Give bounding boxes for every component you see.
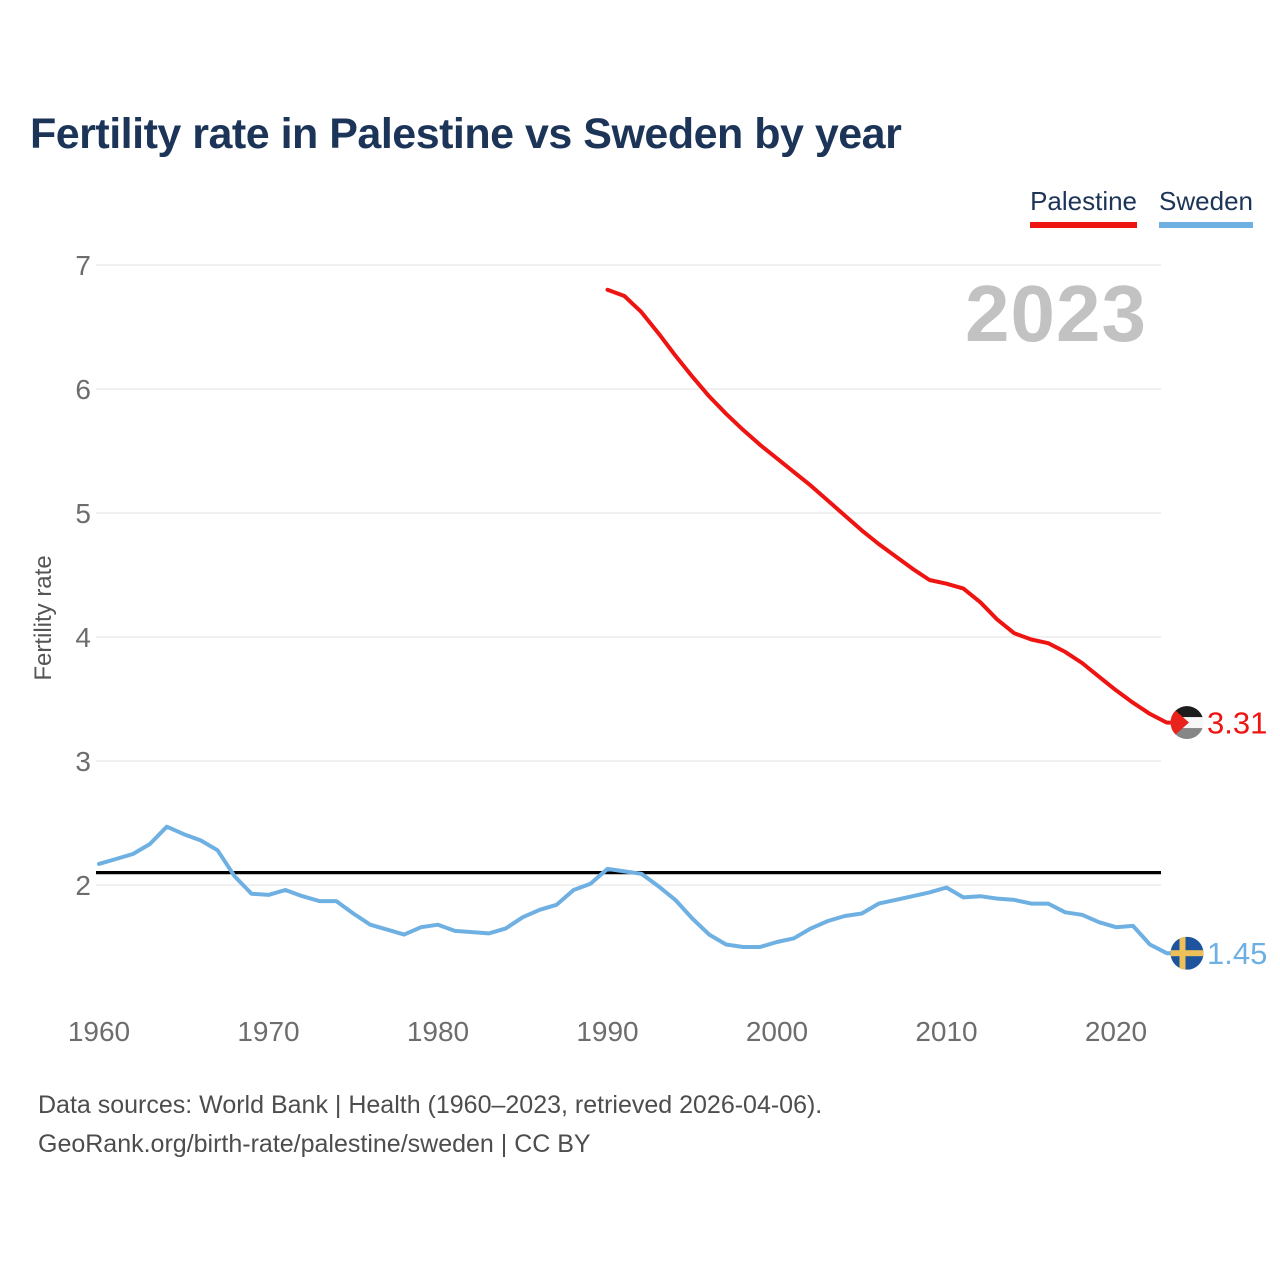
y-tick-label: 6 [75,374,91,405]
footer-attribution-line: GeoRank.org/birth-rate/palestine/sweden … [38,1130,591,1158]
y-tick-label: 3 [75,746,91,777]
legend: Palestine Sweden [1030,186,1253,228]
y-tick-label: 2 [75,870,91,901]
legend-label-palestine: Palestine [1030,186,1138,216]
footer: Data sources: World Bank | Health (1960–… [38,1086,822,1164]
x-tick-label: 1970 [237,1016,299,1047]
x-tick-label: 2010 [915,1016,977,1047]
end-value-label-sweden: 1.45 [1207,936,1267,971]
y-tick-label: 5 [75,498,91,529]
x-tick-label: 1990 [576,1016,638,1047]
x-tick-label: 2000 [746,1016,808,1047]
end-value-label-palestine: 3.31 [1207,706,1267,741]
y-tick-label: 7 [75,250,91,281]
year-watermark: 2023 [965,269,1147,358]
series-line-palestine [605,287,1189,725]
legend-color-bar-palestine [1030,222,1138,228]
footer-sources-line: Data sources: World Bank | Health (1960–… [38,1091,823,1119]
chart-title: Fertility rate in Palestine vs Sweden by… [30,110,902,158]
y-tick-label: 4 [75,622,91,653]
legend-item-sweden[interactable]: Sweden [1159,186,1253,228]
sweden-flag-icon [1170,936,1204,970]
x-tick-label: 1980 [407,1016,469,1047]
x-tick-label: 2020 [1085,1016,1147,1047]
legend-color-bar-sweden [1159,222,1253,228]
legend-item-palestine[interactable]: Palestine [1030,186,1138,228]
series-line-sweden [97,824,1189,956]
legend-label-sweden: Sweden [1159,186,1253,216]
x-tick-label: 1960 [68,1016,130,1047]
palestine-flag-icon [1170,706,1204,740]
